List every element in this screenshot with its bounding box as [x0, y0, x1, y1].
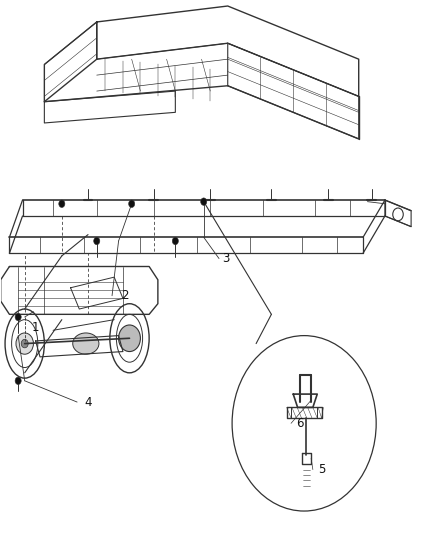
Circle shape: [129, 200, 135, 207]
Circle shape: [16, 333, 33, 354]
Text: 3: 3: [222, 252, 229, 265]
Circle shape: [15, 377, 21, 384]
Circle shape: [59, 200, 65, 207]
Circle shape: [201, 198, 207, 205]
Circle shape: [121, 328, 138, 349]
Text: 5: 5: [318, 463, 325, 476]
Text: 1: 1: [32, 321, 39, 334]
Circle shape: [119, 325, 141, 352]
Text: 2: 2: [121, 289, 129, 302]
Circle shape: [15, 313, 21, 321]
Circle shape: [94, 237, 100, 245]
Text: 4: 4: [84, 395, 92, 409]
Text: 6: 6: [296, 417, 304, 430]
Circle shape: [21, 340, 28, 348]
Ellipse shape: [73, 333, 99, 354]
Circle shape: [172, 237, 178, 245]
